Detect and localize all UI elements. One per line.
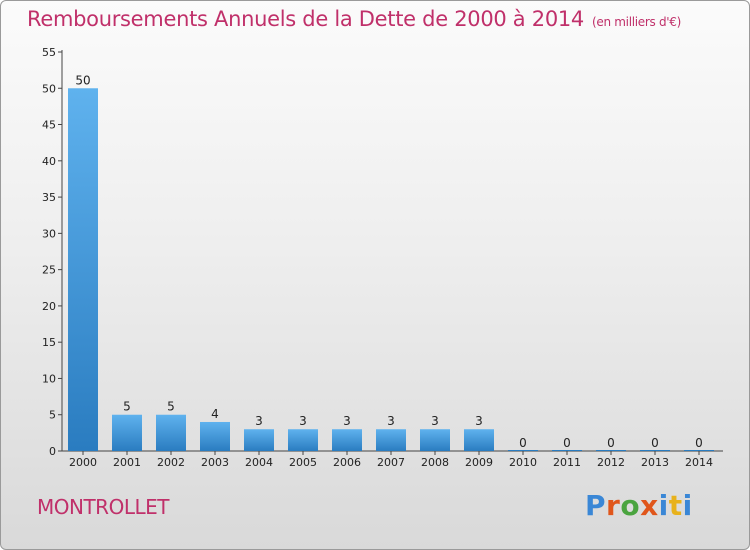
- bar-2002: [156, 414, 186, 451]
- logo-letter: i: [658, 489, 669, 522]
- x-tick-label-2003: 2003: [201, 456, 229, 469]
- value-label-2006: 3: [343, 414, 351, 428]
- value-label-2014: 0: [695, 436, 703, 450]
- bar-2006: [332, 429, 362, 451]
- logo-letter: x: [640, 489, 659, 522]
- logo-letter: o: [620, 489, 641, 522]
- x-tick-label-2002: 2002: [157, 456, 185, 469]
- y-tick-label: 10: [42, 372, 56, 385]
- value-label-2009: 3: [475, 414, 483, 428]
- logo-letter: P: [585, 489, 607, 522]
- bar-2001: [112, 414, 142, 451]
- value-label-2012: 0: [607, 436, 615, 450]
- logo-letter: i: [682, 489, 693, 522]
- value-label-2013: 0: [651, 436, 659, 450]
- bar-2000: [68, 88, 98, 451]
- x-tick-label-2009: 2009: [465, 456, 493, 469]
- y-tick-label: 25: [42, 264, 56, 277]
- bar-2004: [244, 429, 274, 451]
- y-tick-label: 20: [42, 300, 56, 313]
- chart-bars: 50 5 5 4 3 3 3 3 3 3 0 0 0 0 0: [68, 73, 714, 451]
- value-label-2008: 3: [431, 414, 439, 428]
- bar-2007: [376, 429, 406, 451]
- proxiti-logo: Proxiti: [585, 489, 693, 522]
- y-tick-label: 55: [42, 46, 56, 59]
- value-label-2007: 3: [387, 414, 395, 428]
- value-label-2003: 4: [211, 407, 219, 421]
- value-label-2000: 50: [75, 73, 90, 87]
- y-tick-label: 0: [49, 445, 56, 458]
- y-tick-label: 5: [49, 409, 56, 422]
- bar-2003: [200, 421, 230, 451]
- x-tick-label-2013: 2013: [641, 456, 669, 469]
- y-tick-label: 45: [42, 119, 56, 132]
- logo-letter: r: [606, 489, 621, 522]
- x-tick-label-2007: 2007: [377, 456, 405, 469]
- bar-2008: [420, 429, 450, 451]
- value-label-2005: 3: [299, 414, 307, 428]
- x-tick-label-2005: 2005: [289, 456, 317, 469]
- bar-2005: [288, 429, 318, 451]
- x-tick-label-2014: 2014: [685, 456, 713, 469]
- x-tick-label-2004: 2004: [245, 456, 273, 469]
- value-label-2004: 3: [255, 414, 263, 428]
- value-label-2010: 0: [519, 436, 527, 450]
- y-tick-label: 50: [42, 82, 56, 95]
- x-tick-label-2006: 2006: [333, 456, 361, 469]
- x-tick-label-2000: 2000: [69, 456, 97, 469]
- chart-title: Remboursements Annuels de la Dette de 20…: [27, 7, 681, 31]
- chart-unit: (en milliers d'€): [592, 15, 682, 29]
- x-tick-label-2011: 2011: [553, 456, 581, 469]
- value-label-2001: 5: [123, 400, 131, 414]
- y-tick-label: 30: [42, 227, 56, 240]
- value-label-2011: 0: [563, 436, 571, 450]
- x-tick-label-2008: 2008: [421, 456, 449, 469]
- value-label-2002: 5: [167, 400, 175, 414]
- y-tick-label: 15: [42, 336, 56, 349]
- x-tick-label-2012: 2012: [597, 456, 625, 469]
- logo-letter: t: [668, 489, 683, 522]
- x-tick-label-2001: 2001: [113, 456, 141, 469]
- y-tick-label: 35: [42, 191, 56, 204]
- commune-name: MONTROLLET: [37, 495, 169, 519]
- x-tick-label-2010: 2010: [509, 456, 537, 469]
- bar-2009: [464, 429, 494, 451]
- y-tick-label: 40: [42, 155, 56, 168]
- chart-title-text: Remboursements Annuels de la Dette de 20…: [27, 7, 584, 31]
